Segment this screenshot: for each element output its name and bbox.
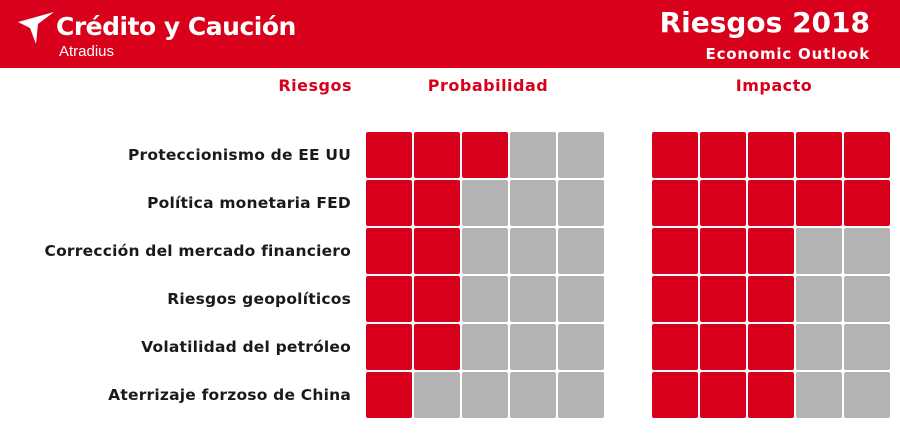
report-title: Riesgos 2018: [659, 6, 870, 39]
probability-cell-empty: [558, 372, 604, 418]
probability-cell-empty: [462, 276, 508, 322]
brand-subtitle: Atradius: [59, 43, 115, 60]
probability-cell-empty: [558, 276, 604, 322]
impact-cell-filled: [748, 324, 794, 370]
impact-cell-filled: [700, 276, 746, 322]
probability-cell-empty: [414, 372, 460, 418]
probability-cell-filled: [414, 228, 460, 274]
header-bar: Crédito y Caución Atradius Riesgos 2018 …: [0, 0, 900, 68]
atradius-bird-logo-icon: [18, 12, 54, 44]
impact-cell-filled: [700, 132, 746, 178]
impact-cell-empty: [844, 276, 890, 322]
column-header-impact: Impacto: [735, 76, 813, 95]
probability-cell-empty: [510, 228, 556, 274]
probability-cell-filled: [366, 276, 412, 322]
probability-cell-empty: [558, 132, 604, 178]
probability-cell-empty: [462, 180, 508, 226]
risk-label: Proteccionismo de EE UU: [127, 146, 351, 164]
probability-cell-empty: [510, 372, 556, 418]
impact-cell-empty: [844, 228, 890, 274]
probability-cell-empty: [510, 276, 556, 322]
probability-cell-empty: [510, 180, 556, 226]
impact-cell-filled: [652, 180, 698, 226]
impact-cell-empty: [844, 372, 890, 418]
impact-cell-filled: [796, 132, 842, 178]
probability-cell-empty: [510, 132, 556, 178]
probability-cell-filled: [366, 132, 412, 178]
probability-cell-empty: [510, 324, 556, 370]
impact-cell-empty: [796, 324, 842, 370]
impact-cell-filled: [700, 228, 746, 274]
impact-cell-filled: [700, 372, 746, 418]
probability-cell-empty: [462, 324, 508, 370]
probability-cell-filled: [414, 276, 460, 322]
impact-cell-filled: [748, 372, 794, 418]
probability-cell-filled: [366, 228, 412, 274]
probability-cell-filled: [414, 180, 460, 226]
column-header-risks: Riesgos: [278, 76, 352, 95]
probability-cell-filled: [366, 180, 412, 226]
impact-cell-empty: [796, 372, 842, 418]
impact-cell-filled: [748, 180, 794, 226]
probability-cell-empty: [558, 228, 604, 274]
impact-cell-filled: [844, 132, 890, 178]
probability-cell-empty: [558, 180, 604, 226]
impact-cell-filled: [748, 132, 794, 178]
impact-cell-filled: [652, 276, 698, 322]
impact-cell-filled: [652, 228, 698, 274]
impact-cell-filled: [748, 276, 794, 322]
report-subtitle: Economic Outlook: [705, 45, 870, 63]
risk-label: Aterrizaje forzoso de China: [108, 386, 351, 404]
impact-cell-filled: [652, 132, 698, 178]
risk-label: Política monetaria FED: [147, 194, 351, 212]
probability-cell-empty: [462, 372, 508, 418]
impact-cell-empty: [796, 276, 842, 322]
impact-cell-filled: [844, 180, 890, 226]
probability-cell-filled: [414, 132, 460, 178]
probability-cell-empty: [558, 324, 604, 370]
impact-cell-filled: [748, 228, 794, 274]
risk-label: Volatilidad del petróleo: [141, 338, 351, 356]
probability-cell-filled: [366, 372, 412, 418]
brand-name: Crédito y Caución: [56, 12, 296, 41]
impact-cell-empty: [796, 228, 842, 274]
impact-cell-filled: [652, 324, 698, 370]
impact-cell-filled: [700, 324, 746, 370]
impact-cell-empty: [844, 324, 890, 370]
probability-cell-filled: [414, 324, 460, 370]
impact-cell-filled: [652, 372, 698, 418]
probability-cell-filled: [462, 132, 508, 178]
probability-cell-filled: [366, 324, 412, 370]
impact-cell-filled: [700, 180, 746, 226]
probability-cell-empty: [462, 228, 508, 274]
risk-label: Corrección del mercado financiero: [44, 242, 351, 260]
column-header-probability: Probabilidad: [427, 76, 549, 95]
impact-cell-filled: [796, 180, 842, 226]
risk-label: Riesgos geopolíticos: [167, 290, 351, 308]
